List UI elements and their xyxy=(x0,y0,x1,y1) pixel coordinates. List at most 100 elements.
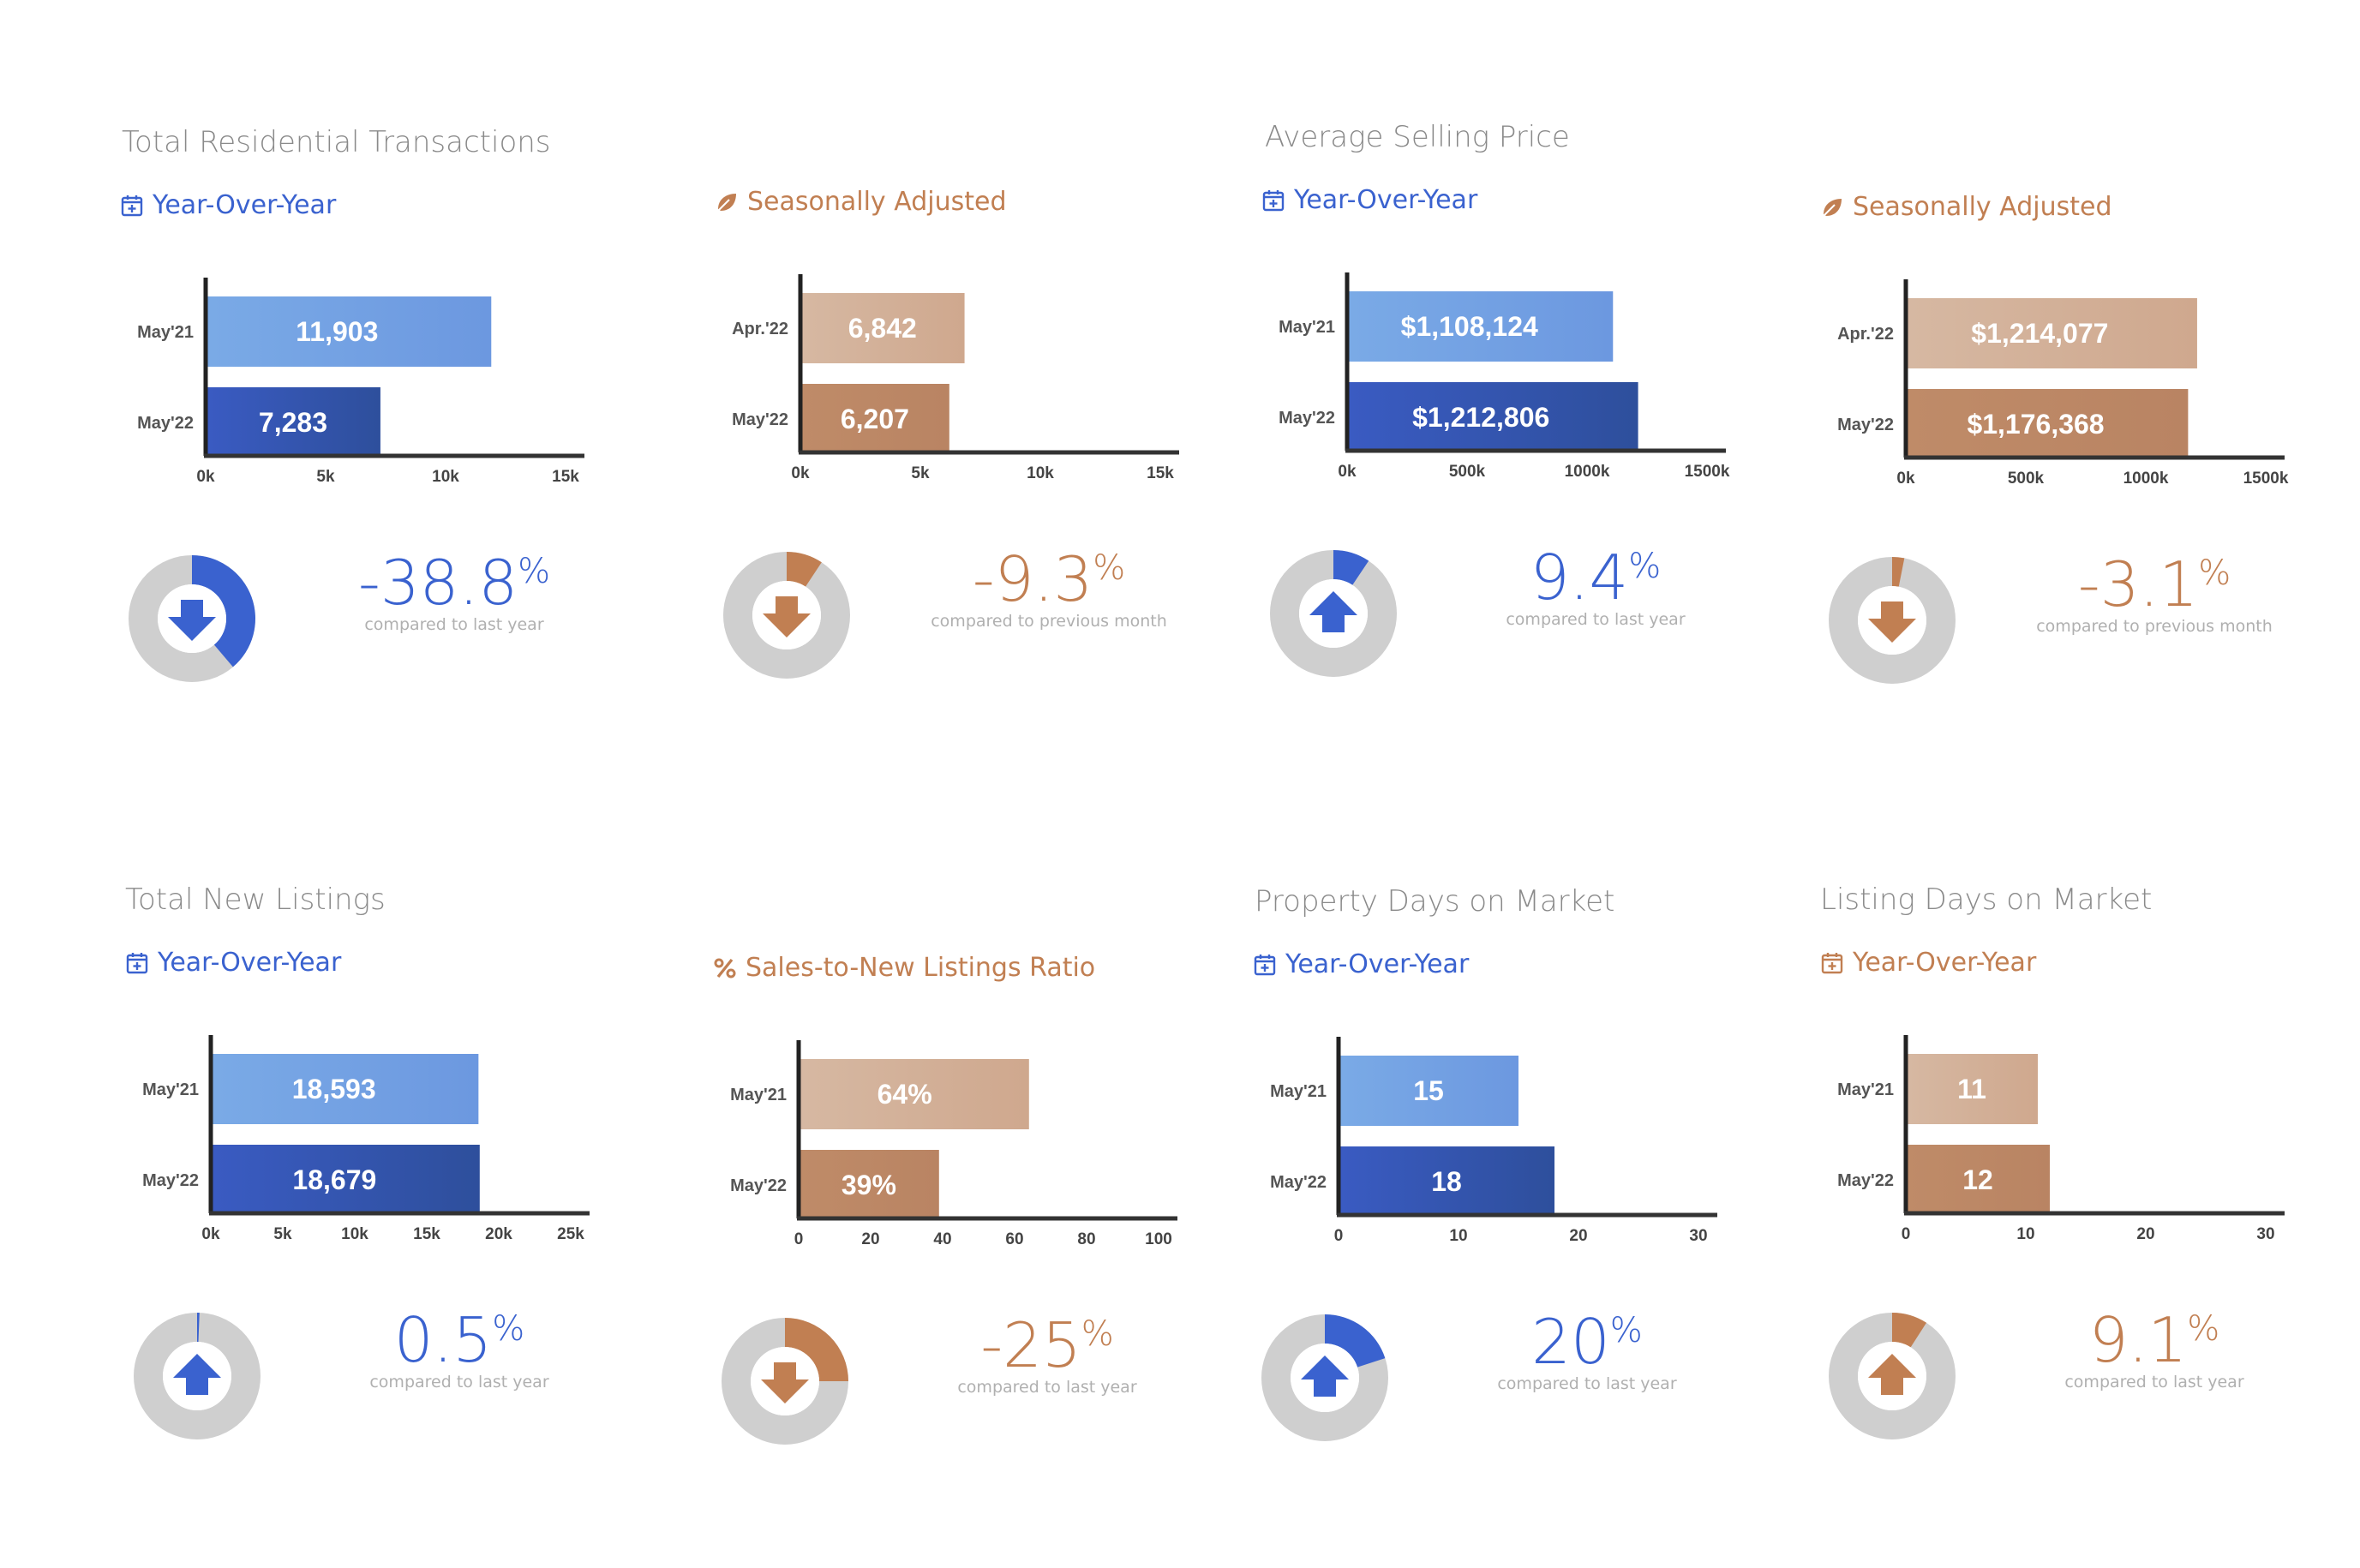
category-label: May'21 xyxy=(1279,318,1335,337)
bar xyxy=(1908,298,2197,368)
data-label: 18 xyxy=(1431,1166,1462,1197)
tick-label: 60 xyxy=(1005,1230,1023,1248)
change-donut xyxy=(129,555,255,682)
category-label: May'21 xyxy=(1837,1080,1894,1099)
data-label: 11 xyxy=(1957,1074,1986,1104)
change-stat: 9.1% compared to last year xyxy=(2026,1309,2283,1391)
category-label: May'22 xyxy=(1837,1171,1894,1190)
category-label: May'22 xyxy=(732,410,788,429)
chart-panel: Seasonally Adjusted Apr.'22 6,842 May'22 6,2… xyxy=(715,187,1280,787)
change-value: 9.4 xyxy=(1530,542,1629,613)
tick-label: 5k xyxy=(316,468,335,486)
tick-label: 10k xyxy=(341,1225,368,1243)
tick-label: 0k xyxy=(1896,470,1915,488)
category-label: May'22 xyxy=(1270,1173,1327,1192)
tick-label: 20 xyxy=(1569,1227,1587,1245)
chart-subtitle: Year-Over-Year xyxy=(125,948,341,978)
bar xyxy=(207,296,492,367)
category-label: May'21 xyxy=(137,323,194,342)
bar xyxy=(1349,291,1614,362)
change-value: -38.8 xyxy=(357,547,518,619)
chart-subtitle: Seasonally Adjusted xyxy=(1820,192,2112,222)
change-donut xyxy=(1829,557,1956,684)
bar-chart: Apr.'22 $1,214,077 May'22 $1,176,368 0k 500k 1… xyxy=(1837,279,2289,488)
change-value: -25 xyxy=(980,1309,1081,1381)
category-label: Apr.'22 xyxy=(732,320,788,338)
tick-label: 20 xyxy=(861,1230,879,1248)
percent-sign: % xyxy=(492,1309,525,1349)
percent-sign: % xyxy=(1609,1311,1643,1350)
chart-subtitle-label: Seasonally Adjusted xyxy=(1853,192,2112,222)
donut-segment xyxy=(1333,550,1369,585)
bar xyxy=(800,1059,1029,1129)
chart-panel: Seasonally Adjusted Apr.'22 $1,214,077 May'… xyxy=(1820,192,2360,792)
category-label: May'22 xyxy=(142,1171,199,1190)
bar-chart: May'21 $1,108,124 May'22 $1,212,806 0k 500k 10… xyxy=(1279,272,1730,481)
tick-label: 20k xyxy=(485,1225,512,1243)
bar-chart: May'21 64% May'22 39% 0 20 40 60 80 100 xyxy=(730,1040,1177,1248)
chart-subtitle: Year-Over-Year xyxy=(1820,948,2036,978)
chart-panel: Year-Over-Year May'21 18,593 May'22 18,679 0k… xyxy=(125,948,691,1547)
data-label: 6,842 xyxy=(848,313,917,344)
comparison-caption: compared to last year xyxy=(369,1373,549,1391)
chart-subtitle-label: Year-Over-Year xyxy=(1294,185,1478,215)
bar-chart: May'21 15 May'22 18 0 10 20 30 xyxy=(1270,1037,1717,1245)
donut-segment xyxy=(787,552,822,587)
chart-panel: Year-Over-Year May'21 11 May'22 12 0 10 20 30 9.1… xyxy=(1820,948,2360,1547)
percent-sign: % xyxy=(518,552,551,591)
change-value: 0.5 xyxy=(393,1304,493,1376)
chart-subtitle: Year-Over-Year xyxy=(120,190,336,220)
tick-label: 40 xyxy=(933,1230,951,1248)
bar xyxy=(213,1054,479,1124)
change-donut xyxy=(722,1318,848,1445)
data-label: 64% xyxy=(878,1079,932,1110)
category-label: May'21 xyxy=(1270,1082,1327,1101)
tick-label: 80 xyxy=(1077,1230,1095,1248)
chart-subtitle-label: Year-Over-Year xyxy=(1285,949,1470,979)
section-title-selling-price: Average Selling Price xyxy=(1265,120,1570,154)
chart-subtitle-label: Seasonally Adjusted xyxy=(747,187,1007,217)
bar-chart: Apr.'22 6,842 May'22 6,207 0k 5k 10k 15k xyxy=(732,274,1179,482)
bar xyxy=(1908,389,2189,459)
chart-subtitle: Sales-to-New Listings Ratio xyxy=(713,953,1095,983)
change-stat: 9.4% compared to last year xyxy=(1467,547,1724,629)
tick-label: 0k xyxy=(791,464,810,482)
arrow-up-icon xyxy=(1309,591,1357,632)
section-title-property-dom: Property Days on Market xyxy=(1255,884,1615,919)
donut-segment xyxy=(1892,1313,1927,1348)
data-label: 15 xyxy=(1413,1075,1444,1106)
bar xyxy=(802,384,949,454)
chart-panel: Year-Over-Year May'21 15 May'22 18 0 10 20 30 20%… xyxy=(1253,949,1818,1549)
chart-subtitle-label: Year-Over-Year xyxy=(153,190,337,220)
data-label: $1,108,124 xyxy=(1401,311,1538,342)
tick-label: 30 xyxy=(1689,1227,1707,1245)
change-value: 9.1 xyxy=(2088,1304,2188,1376)
data-label: 18,679 xyxy=(292,1164,376,1195)
bar xyxy=(1908,1054,2038,1124)
chart-subtitle: Year-Over-Year xyxy=(1253,949,1469,979)
donut-segment xyxy=(785,1318,848,1381)
tick-label: 100 xyxy=(1145,1230,1172,1248)
arrow-up-icon xyxy=(1868,1354,1916,1395)
change-stat: -3.1% compared to previous month xyxy=(2026,554,2283,636)
arrow-down-icon xyxy=(763,596,811,637)
arrow-up-icon xyxy=(173,1354,221,1395)
bar xyxy=(1340,1146,1554,1217)
chart-subtitle-label: Year-Over-Year xyxy=(158,948,342,978)
tick-label: 10k xyxy=(432,468,459,486)
chart-panel: Year-Over-Year May'21 $1,108,124 May'22 $1,2… xyxy=(1261,185,1827,785)
leaf-icon xyxy=(716,193,736,212)
calendar-icon xyxy=(126,952,148,973)
donut-segment xyxy=(197,1313,200,1343)
bar xyxy=(1908,1145,2050,1215)
data-label: 6,207 xyxy=(841,404,909,434)
change-stat: -9.3% compared to previous month xyxy=(920,548,1177,631)
data-label: $1,176,368 xyxy=(1967,409,2104,440)
arrow-down-icon xyxy=(1868,601,1916,643)
tick-label: 1000k xyxy=(1565,463,1610,481)
comparison-caption: compared to last year xyxy=(1506,610,1686,629)
comparison-caption: compared to previous month xyxy=(931,612,1167,631)
chart-subtitle: Year-Over-Year xyxy=(1261,185,1477,215)
percent-icon xyxy=(714,958,736,978)
section-title-new-listings: Total New Listings xyxy=(125,883,386,917)
